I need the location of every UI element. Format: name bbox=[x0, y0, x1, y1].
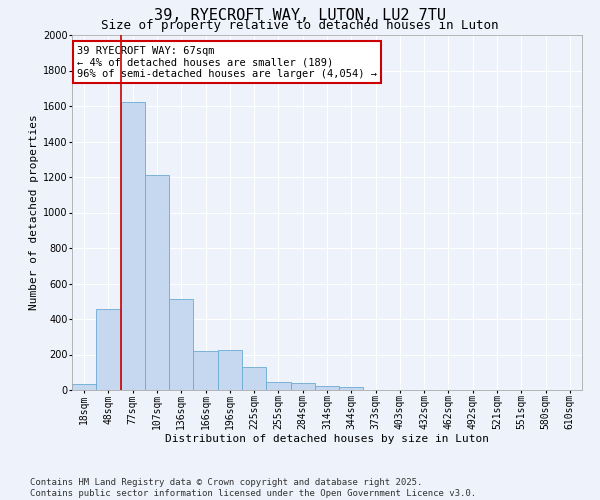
Bar bbox=[72, 384, 96, 390]
Y-axis label: Number of detached properties: Number of detached properties bbox=[29, 114, 39, 310]
Text: Size of property relative to detached houses in Luton: Size of property relative to detached ho… bbox=[101, 19, 499, 32]
Bar bbox=[169, 300, 193, 390]
Bar bbox=[266, 382, 290, 390]
Bar bbox=[218, 350, 242, 390]
Text: Contains HM Land Registry data © Crown copyright and database right 2025.
Contai: Contains HM Land Registry data © Crown c… bbox=[30, 478, 476, 498]
Bar bbox=[96, 309, 121, 390]
Bar bbox=[315, 386, 339, 390]
Bar bbox=[290, 383, 315, 390]
Text: 39, RYECROFT WAY, LUTON, LU2 7TU: 39, RYECROFT WAY, LUTON, LU2 7TU bbox=[154, 8, 446, 22]
Bar bbox=[145, 175, 169, 390]
Bar bbox=[193, 351, 218, 390]
X-axis label: Distribution of detached houses by size in Luton: Distribution of detached houses by size … bbox=[165, 434, 489, 444]
Bar bbox=[242, 367, 266, 390]
Text: 39 RYECROFT WAY: 67sqm
← 4% of detached houses are smaller (189)
96% of semi-det: 39 RYECROFT WAY: 67sqm ← 4% of detached … bbox=[77, 46, 377, 79]
Bar bbox=[339, 388, 364, 390]
Bar bbox=[121, 102, 145, 390]
